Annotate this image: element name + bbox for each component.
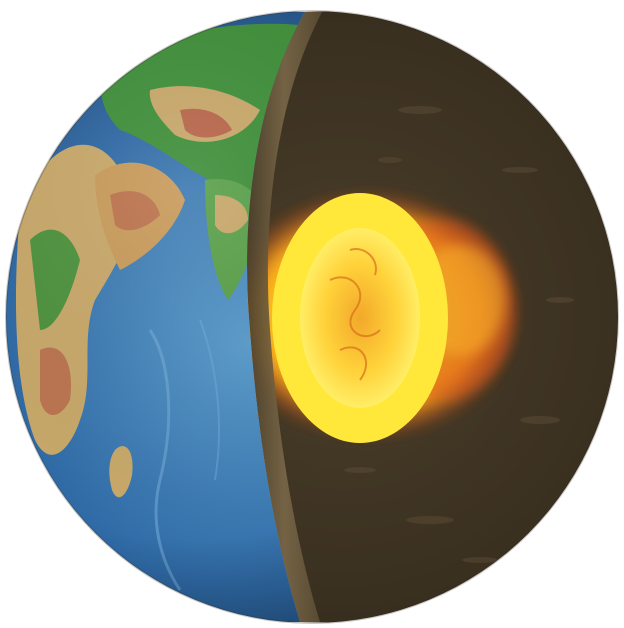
globe-outline	[5, 10, 619, 624]
crust-cut-edge	[247, 12, 322, 622]
